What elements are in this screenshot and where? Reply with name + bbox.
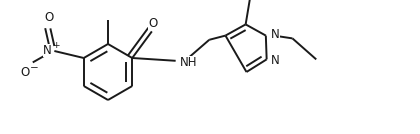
Text: +: + [52, 40, 59, 49]
Text: O: O [20, 66, 29, 79]
Text: −: − [29, 63, 38, 73]
Text: NH: NH [180, 56, 197, 69]
Text: O: O [45, 11, 54, 24]
Text: N: N [270, 54, 279, 67]
Text: N: N [42, 44, 51, 57]
Text: O: O [148, 17, 158, 30]
Text: N: N [271, 28, 280, 41]
